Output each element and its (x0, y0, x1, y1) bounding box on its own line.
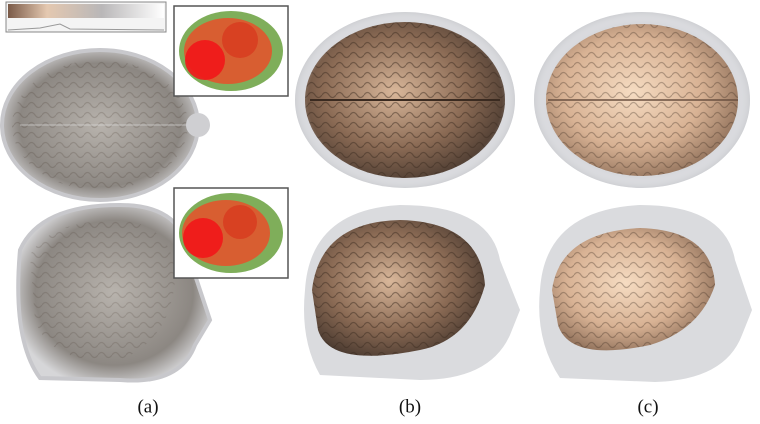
caption: (b) (399, 396, 421, 417)
heatmap-inset (174, 188, 288, 278)
heatmap-inset (174, 6, 288, 96)
transfer-function-bar (6, 2, 166, 32)
caption: (a) (137, 396, 158, 417)
caption: (c) (637, 396, 658, 417)
panel-b (295, 12, 520, 380)
page: (a) (b) (c) (() => { const data = JSON.p… (0, 0, 760, 424)
panel-c (534, 12, 752, 382)
panel-a (2, 6, 288, 381)
figure: (a) (b) (c) (0, 0, 760, 424)
